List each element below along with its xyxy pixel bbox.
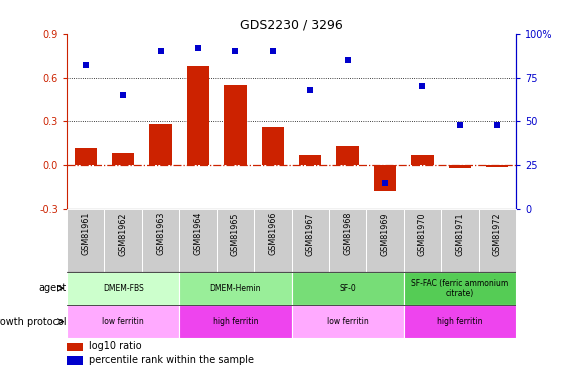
Title: GDS2230 / 3296: GDS2230 / 3296 — [240, 18, 343, 31]
Text: agent: agent — [38, 283, 66, 293]
Text: GSM81965: GSM81965 — [231, 212, 240, 256]
Text: GSM81964: GSM81964 — [194, 212, 202, 255]
Point — [493, 122, 502, 128]
Bar — [448, 165, 471, 168]
Bar — [403, 272, 516, 305]
Text: DMEM-Hemin: DMEM-Hemin — [210, 284, 261, 293]
Point — [418, 83, 427, 89]
Bar — [149, 124, 172, 165]
Bar — [441, 209, 479, 272]
Bar — [292, 209, 329, 272]
Text: GSM81971: GSM81971 — [455, 212, 464, 256]
Bar — [67, 343, 83, 351]
Point — [156, 48, 165, 54]
Bar — [67, 305, 179, 338]
Point — [305, 87, 315, 93]
Bar — [67, 209, 104, 272]
Bar — [254, 209, 292, 272]
Text: high ferritin: high ferritin — [213, 317, 258, 326]
Bar — [104, 209, 142, 272]
Bar — [299, 155, 321, 165]
Point — [81, 62, 90, 68]
Bar — [67, 356, 83, 364]
Point — [118, 92, 128, 98]
Bar — [374, 165, 396, 192]
Bar — [262, 127, 284, 165]
Bar — [142, 209, 180, 272]
Text: GSM81962: GSM81962 — [119, 212, 128, 256]
Point — [231, 48, 240, 54]
Bar — [403, 305, 516, 338]
Point — [455, 122, 465, 128]
Bar — [179, 272, 292, 305]
Bar — [75, 148, 97, 165]
Text: GSM81967: GSM81967 — [305, 212, 315, 256]
Text: SF-FAC (ferric ammonium
citrate): SF-FAC (ferric ammonium citrate) — [411, 279, 508, 298]
Text: percentile rank within the sample: percentile rank within the sample — [90, 355, 255, 364]
Text: GSM81968: GSM81968 — [343, 212, 352, 255]
Text: growth protocol: growth protocol — [0, 316, 66, 327]
Text: GSM81970: GSM81970 — [418, 212, 427, 256]
Point — [268, 48, 278, 54]
Text: GSM81966: GSM81966 — [268, 212, 278, 255]
Bar — [403, 209, 441, 272]
Bar — [411, 155, 434, 165]
Text: log10 ratio: log10 ratio — [90, 342, 142, 351]
Point — [380, 180, 389, 186]
Text: low ferritin: low ferritin — [102, 317, 144, 326]
Text: GSM81972: GSM81972 — [493, 212, 502, 256]
Text: SF-0: SF-0 — [339, 284, 356, 293]
Bar — [112, 153, 134, 165]
Bar — [486, 165, 508, 166]
Bar — [179, 209, 217, 272]
Bar — [329, 209, 366, 272]
Text: low ferritin: low ferritin — [326, 317, 368, 326]
Bar — [179, 305, 292, 338]
Point — [343, 57, 352, 63]
Bar — [336, 146, 359, 165]
Bar — [224, 85, 247, 165]
Bar — [217, 209, 254, 272]
Bar — [292, 272, 403, 305]
Text: GSM81963: GSM81963 — [156, 212, 165, 255]
Bar — [479, 209, 516, 272]
Point — [194, 45, 203, 51]
Text: high ferritin: high ferritin — [437, 317, 483, 326]
Text: GSM81969: GSM81969 — [381, 212, 389, 256]
Bar — [187, 66, 209, 165]
Text: GSM81961: GSM81961 — [81, 212, 90, 255]
Text: DMEM-FBS: DMEM-FBS — [103, 284, 143, 293]
Bar — [366, 209, 403, 272]
Bar — [67, 272, 179, 305]
Bar — [292, 305, 403, 338]
